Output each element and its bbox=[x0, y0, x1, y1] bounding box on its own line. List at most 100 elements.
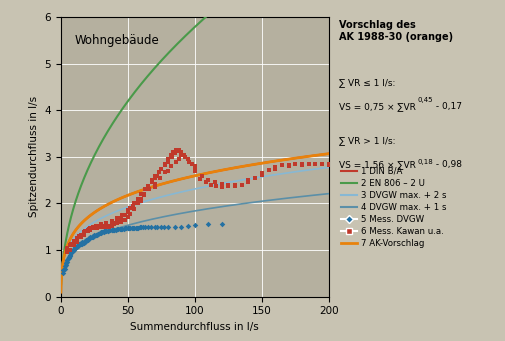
Point bbox=[271, 167, 279, 172]
Point bbox=[185, 160, 193, 165]
Point bbox=[70, 238, 78, 243]
Point bbox=[99, 229, 108, 234]
Point bbox=[110, 227, 118, 233]
Point bbox=[83, 228, 91, 233]
Point bbox=[311, 162, 319, 167]
Point bbox=[77, 234, 85, 240]
Point bbox=[311, 162, 319, 167]
Point bbox=[134, 225, 142, 231]
Point bbox=[94, 223, 102, 228]
Point bbox=[113, 220, 121, 226]
Point bbox=[118, 226, 126, 231]
Point bbox=[81, 229, 89, 234]
Point bbox=[174, 157, 182, 162]
Point bbox=[75, 233, 83, 239]
Point bbox=[89, 224, 97, 229]
Point bbox=[65, 256, 73, 261]
Point bbox=[78, 241, 86, 246]
Point bbox=[190, 166, 198, 171]
Text: Wohngebäude: Wohngebäude bbox=[74, 34, 159, 47]
Point bbox=[264, 167, 272, 173]
Point bbox=[131, 225, 139, 231]
Text: VS = 0,75 × ∑VR: VS = 0,75 × ∑VR bbox=[338, 102, 415, 111]
Point bbox=[164, 168, 172, 174]
Point bbox=[134, 196, 142, 202]
Point bbox=[141, 187, 149, 192]
Point bbox=[224, 182, 232, 188]
Point bbox=[62, 261, 70, 266]
Point bbox=[78, 239, 86, 245]
Point bbox=[98, 229, 106, 235]
Point bbox=[170, 224, 178, 229]
Point bbox=[137, 198, 145, 204]
Point bbox=[153, 224, 161, 229]
Point bbox=[86, 227, 94, 233]
Text: ∑ VR > 1 l/s:: ∑ VR > 1 l/s: bbox=[338, 136, 395, 145]
Point bbox=[81, 238, 89, 243]
Point bbox=[207, 182, 215, 188]
Point bbox=[217, 182, 225, 188]
Point bbox=[164, 157, 172, 162]
Point bbox=[166, 163, 174, 169]
Point bbox=[94, 231, 102, 237]
Point bbox=[108, 223, 116, 228]
Point bbox=[172, 159, 180, 164]
Point bbox=[70, 246, 78, 251]
Point bbox=[129, 203, 137, 208]
Point bbox=[137, 224, 145, 230]
Point bbox=[123, 225, 131, 231]
Point bbox=[121, 212, 129, 218]
Point bbox=[164, 159, 172, 164]
Point bbox=[77, 233, 85, 238]
Point bbox=[117, 216, 125, 221]
Point bbox=[196, 177, 204, 182]
Point bbox=[156, 175, 164, 181]
Point bbox=[161, 161, 169, 167]
Point bbox=[61, 264, 69, 269]
Text: VS = 1,56 × ∑VR: VS = 1,56 × ∑VR bbox=[338, 160, 415, 169]
Point bbox=[150, 181, 159, 187]
Point bbox=[81, 239, 89, 244]
Point bbox=[161, 169, 169, 175]
Point bbox=[126, 211, 134, 217]
Point bbox=[169, 149, 177, 155]
Point bbox=[71, 246, 79, 251]
Point bbox=[212, 183, 220, 189]
Point bbox=[59, 271, 67, 276]
Point bbox=[150, 174, 159, 179]
Point bbox=[143, 184, 152, 190]
Point bbox=[74, 243, 82, 248]
Point bbox=[244, 180, 252, 185]
Point bbox=[102, 220, 110, 226]
Point bbox=[170, 150, 178, 156]
Point bbox=[100, 229, 109, 234]
Point bbox=[108, 227, 116, 233]
Point bbox=[141, 224, 149, 229]
Point bbox=[188, 161, 196, 167]
Point bbox=[180, 152, 188, 157]
Point bbox=[89, 224, 97, 229]
Point bbox=[91, 223, 99, 228]
Point bbox=[164, 224, 172, 229]
Point bbox=[63, 257, 71, 263]
Point bbox=[91, 232, 99, 237]
Point bbox=[70, 247, 78, 253]
Point bbox=[63, 245, 71, 250]
Point bbox=[146, 224, 155, 229]
Point bbox=[81, 229, 89, 234]
Point bbox=[95, 231, 104, 236]
Point bbox=[105, 228, 113, 233]
Point bbox=[102, 224, 110, 229]
Point bbox=[217, 181, 225, 187]
Point bbox=[138, 224, 146, 230]
Y-axis label: Spitzendurchfluss in l/s: Spitzendurchfluss in l/s bbox=[29, 96, 39, 218]
Point bbox=[90, 224, 98, 229]
Point bbox=[90, 233, 98, 239]
Point bbox=[109, 227, 117, 233]
Point bbox=[271, 164, 279, 170]
Point bbox=[110, 222, 118, 227]
Text: - 0,17: - 0,17 bbox=[432, 102, 461, 111]
Point bbox=[97, 231, 105, 236]
Point bbox=[237, 182, 245, 188]
Point bbox=[117, 219, 125, 225]
